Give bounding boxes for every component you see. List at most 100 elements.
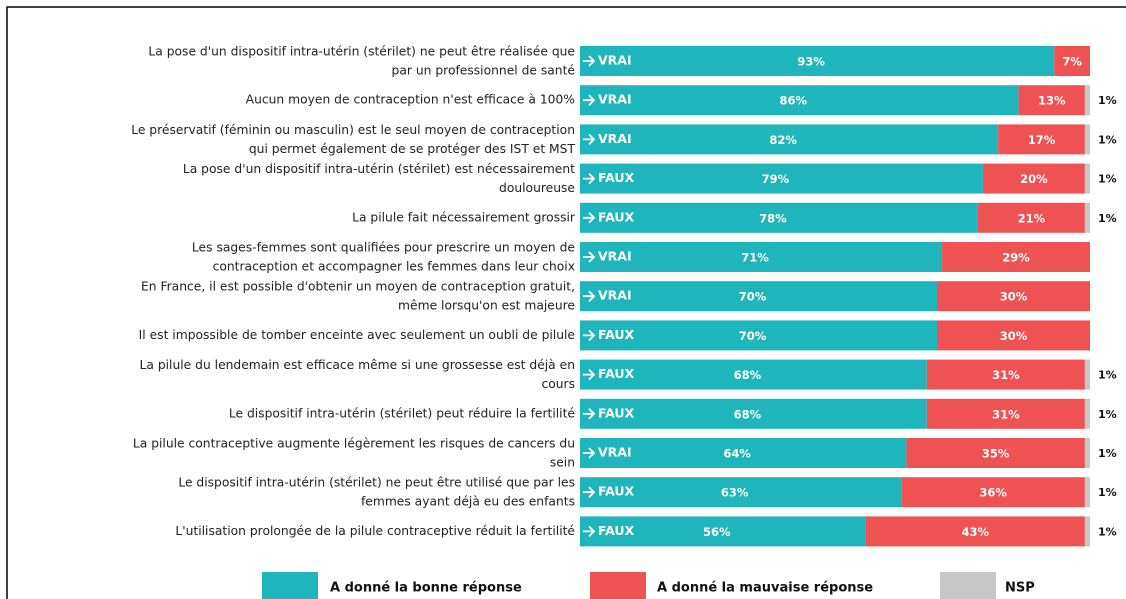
legend-label: A donné la mauvaise réponse <box>657 581 873 596</box>
value-label: 36% <box>979 486 1007 500</box>
bar-segment <box>998 124 1085 155</box>
category-label: La pose d'un dispositif intra-utérin (st… <box>148 45 575 59</box>
bar-segment <box>580 398 927 429</box>
value-label: 43% <box>961 525 989 539</box>
bar-segment <box>580 477 902 508</box>
bar-segment <box>1084 438 1090 468</box>
value-label: 1% <box>1098 447 1117 460</box>
value-label: 1% <box>1098 133 1117 146</box>
value-label: 1% <box>1098 408 1117 421</box>
answer-label: FAUX <box>598 327 635 342</box>
category-label: qui permet également de se protéger des … <box>249 142 576 156</box>
category-label: sein <box>550 456 575 470</box>
arrow-icon <box>583 172 596 185</box>
value-label: 1% <box>1098 212 1117 225</box>
legend-label: NSP <box>1005 581 1035 596</box>
value-label: 82% <box>769 133 797 147</box>
bar-segment <box>1084 85 1090 116</box>
arrow-icon <box>583 212 596 224</box>
legend-label: A donné la bonne réponse <box>330 581 522 596</box>
arrow-icon <box>583 133 596 146</box>
value-label: 1% <box>1098 173 1117 186</box>
bar-segment <box>580 359 927 390</box>
value-label: 64% <box>723 447 751 461</box>
category-label: cours <box>541 377 575 391</box>
answer-label: FAUX <box>598 484 635 499</box>
bar-segment <box>1054 46 1090 76</box>
category-label: L'utilisation prolongée de la pilule con… <box>175 524 575 538</box>
legend-swatch <box>262 572 318 599</box>
category-label: La pilule du lendemain est efficace même… <box>140 358 575 372</box>
bar-segment <box>1084 398 1090 429</box>
arrow-icon <box>583 408 596 420</box>
value-label: 70% <box>739 290 767 304</box>
value-label: 30% <box>1000 329 1028 343</box>
bar-segment <box>580 124 999 155</box>
bar-segment <box>937 281 1090 312</box>
category-label: En France, il est possible d'obtenir un … <box>141 280 575 294</box>
legend-swatch <box>590 572 646 599</box>
bar-segment <box>1084 202 1090 233</box>
bar-segment <box>926 359 1085 390</box>
value-label: 13% <box>1038 94 1066 108</box>
bar-segment <box>977 202 1085 233</box>
bar-segment <box>937 320 1090 351</box>
bar-segment <box>906 438 1085 468</box>
value-label: 7% <box>1062 55 1082 69</box>
answer-label: VRAI <box>598 249 632 264</box>
bar-segment <box>580 242 943 272</box>
category-label: La pilule fait nécessairement grossir <box>352 210 576 224</box>
value-label: 31% <box>992 407 1020 421</box>
bar-segment <box>580 516 866 547</box>
value-label: 29% <box>1002 251 1030 265</box>
arrow-icon <box>583 525 596 538</box>
arrow-icon <box>583 368 596 381</box>
value-label: 31% <box>992 368 1020 382</box>
arrow-icon <box>583 290 596 302</box>
value-label: 1% <box>1098 486 1117 499</box>
category-label: La pose d'un dispositif intra-utérin (st… <box>183 162 575 176</box>
answer-label: FAUX <box>598 405 635 420</box>
value-label: 56% <box>703 525 731 539</box>
bar-segment <box>982 163 1085 194</box>
bar-segment <box>1084 163 1090 194</box>
answer-label: VRAI <box>598 92 632 107</box>
category-label: Les sages-femmes sont qualifiées pour pr… <box>192 241 575 255</box>
value-label: 21% <box>1018 211 1046 225</box>
value-label: 1% <box>1098 94 1117 107</box>
bar-segment <box>865 516 1085 547</box>
answer-label: FAUX <box>598 209 635 224</box>
arrow-icon <box>583 329 596 342</box>
category-label: La pilule contraceptive augmente légèrem… <box>133 437 575 451</box>
bar-segment <box>926 398 1085 429</box>
arrow-icon <box>583 55 596 67</box>
answer-label: FAUX <box>598 523 635 538</box>
category-label: femmes ayant déjà eu des enfants <box>361 495 575 509</box>
bar-segment <box>901 477 1085 508</box>
category-label: douloureuse <box>499 181 575 195</box>
answer-label: VRAI <box>598 445 632 460</box>
value-label: 68% <box>734 407 762 421</box>
arrow-icon <box>583 447 596 459</box>
bar-segment <box>580 85 1019 116</box>
bar-segment <box>1084 124 1090 155</box>
arrow-icon <box>583 94 596 106</box>
value-label: 63% <box>721 486 749 500</box>
bar-segment <box>580 163 983 194</box>
value-label: 70% <box>739 329 767 343</box>
value-label: 20% <box>1020 172 1048 186</box>
value-label: 17% <box>1028 133 1056 147</box>
arrow-icon <box>583 251 596 263</box>
bar-segment <box>580 320 937 351</box>
category-label: contraception et accompagner les femmes … <box>213 260 575 274</box>
bar-segment <box>580 46 1055 76</box>
bar-segment <box>580 202 978 233</box>
bar-segment <box>1018 85 1085 116</box>
answer-label: FAUX <box>598 170 635 185</box>
bar-segment <box>942 242 1090 272</box>
value-label: 93% <box>797 55 825 69</box>
value-label: 79% <box>762 172 790 186</box>
value-label: 30% <box>1000 290 1028 304</box>
category-label: par un professionnel de santé <box>392 64 575 78</box>
